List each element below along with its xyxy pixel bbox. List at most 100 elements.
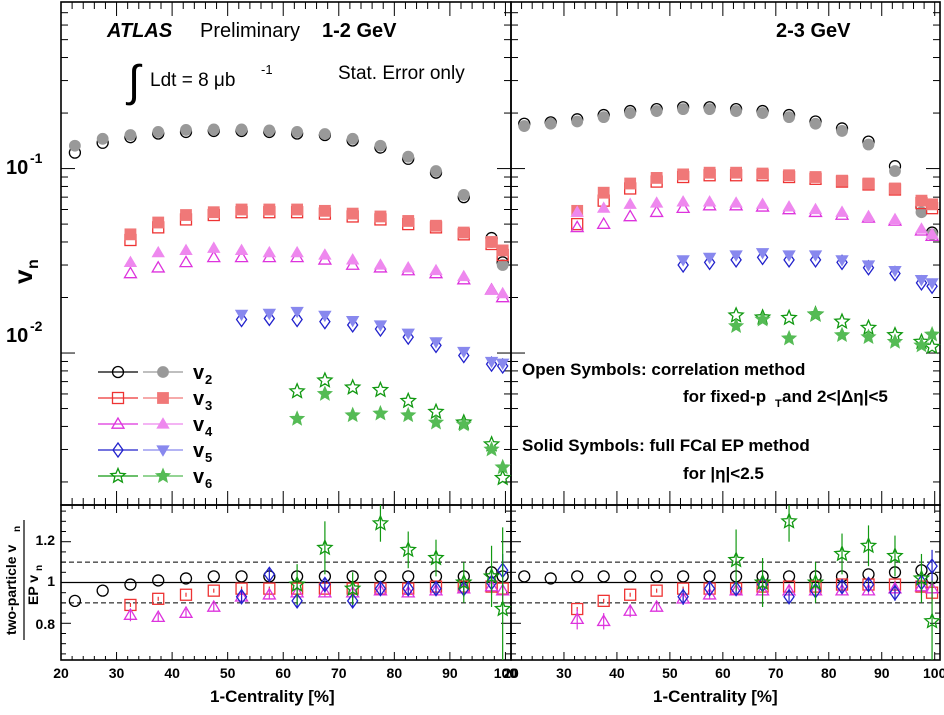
point-v2-fcal-ep [457, 188, 470, 201]
axis-ticks [60, 1, 940, 660]
series-v3-fcal-ep [124, 203, 509, 257]
point-v2-fcal-ep [374, 139, 387, 152]
point-v3-fcal-ep [783, 169, 795, 182]
point-v2-fcal-ep [207, 123, 220, 136]
ratio-ylabel-den: EP v [25, 575, 41, 605]
ratio-point-v5 [319, 576, 331, 593]
experiment-label: ATLAS [106, 20, 173, 42]
point-v2-fcal-ep [68, 139, 81, 152]
annotation-eta: for |η|<2.5 [683, 464, 764, 483]
ratio-point-v5 [677, 588, 689, 605]
ratio-point-v2 [650, 570, 663, 583]
point-v2-fcal-ep [703, 103, 716, 116]
point-v5-fcal-ep [495, 358, 510, 371]
ratio-point-v2 [96, 584, 109, 597]
point-v4-fcal-ep [808, 202, 823, 215]
point-v6-correlation [493, 468, 512, 486]
point-v5-fcal-ep [702, 252, 717, 265]
point-v2-fcal-ep [402, 150, 415, 163]
ratio-ylabel-num-sub: n [12, 526, 23, 532]
point-v2-fcal-ep [96, 132, 109, 145]
point-v3-fcal-ep [836, 174, 848, 187]
xtick-label: 80 [387, 665, 403, 681]
ratio-point-v2 [544, 572, 557, 585]
point-v4-fcal-ep [123, 255, 138, 267]
point-v6-fcal-ep [483, 440, 500, 457]
point-v6-fcal-ep [923, 325, 941, 342]
ytick-exp-0.01: -2 [30, 318, 43, 334]
point-v6-correlation [343, 378, 362, 395]
ytick-label-0.01: 10 [6, 325, 28, 347]
legend-label: v [193, 362, 205, 384]
ratio-series-v4 [570, 578, 940, 630]
point-v5-fcal-ep [484, 356, 499, 369]
point-v5-correlation [756, 249, 769, 266]
point-v2-fcal-ep [124, 129, 137, 141]
point-v2-fcal-ep [730, 105, 742, 117]
point-v5-fcal-ep [888, 265, 902, 278]
integral-sign: ∫ [125, 57, 143, 106]
xlabel-right: 1-Centrality [%] [653, 687, 778, 706]
point-v3-fcal-ep [291, 203, 304, 216]
annotation-solid-symbols: Solid Symbols: full FCal EP method [522, 436, 810, 455]
ratio-series-v3 [571, 578, 939, 616]
series-v6-correlation [727, 305, 941, 355]
point-v4-fcal-ep [729, 196, 743, 208]
xtick-label: 50 [220, 665, 236, 681]
ratio-point-v3 [179, 588, 193, 601]
point-v3-fcal-ep [677, 168, 690, 181]
point-v6-correlation [316, 371, 334, 388]
xtick-label: 100 [923, 665, 944, 681]
point-v2-fcal-ep [291, 126, 304, 138]
ratio-point-v4 [649, 599, 664, 612]
point-v6-correlation [833, 312, 851, 330]
point-v5-correlation [263, 310, 276, 327]
point-v3-fcal-ep [889, 182, 901, 195]
point-v4-fcal-ep [649, 196, 664, 208]
ytick-exp-0.1: -1 [30, 150, 43, 166]
panel-title-right: 2-3 GeV [776, 20, 851, 42]
series-v5-fcal-ep [234, 306, 510, 371]
panel-frames [60, 1, 941, 661]
point-v3-fcal-ep [430, 219, 442, 232]
point-v2-fcal-ep [496, 259, 509, 271]
frame-top-right [510, 1, 941, 506]
point-v5-fcal-ep [755, 248, 770, 260]
annotation-fixed-pt-sub: T [775, 398, 782, 410]
point-v4-fcal-ep [702, 195, 717, 207]
point-v6-fcal-ep [860, 328, 877, 345]
legend-marker-solid [157, 366, 169, 378]
ratio-point-v5 [926, 558, 938, 575]
ratio-point-v5 [836, 578, 848, 595]
ratio-point-v2 [68, 594, 82, 608]
ratio-point-v6 [859, 536, 878, 554]
point-v5-fcal-ep [345, 315, 360, 328]
point-v3-fcal-ep [650, 172, 663, 184]
legend-marker-open [110, 416, 126, 429]
point-v2-fcal-ep [597, 111, 610, 124]
point-v6-correlation [371, 380, 390, 398]
ratio-point-v2 [597, 570, 610, 583]
ratio-point-v5 [346, 592, 359, 609]
point-v5-correlation [457, 347, 470, 364]
point-v4-fcal-ep [596, 201, 611, 213]
ratio-series-v6 [288, 505, 512, 660]
ratio-ytick-0.8: 0.8 [36, 616, 56, 632]
point-v2-fcal-ep [756, 107, 769, 119]
point-v3-fcal-ep [180, 209, 192, 221]
point-v3-fcal-ep [926, 198, 938, 211]
point-v6-fcal-ep [372, 404, 389, 421]
point-v5-fcal-ep [290, 306, 304, 319]
point-v5-correlation [346, 316, 359, 334]
point-v4-correlation [178, 255, 194, 268]
series-v6-fcal-ep [288, 385, 511, 475]
point-v4-correlation [649, 204, 664, 218]
point-v2-fcal-ep [809, 117, 822, 130]
point-v2-fcal-ep [346, 132, 359, 145]
point-v4-correlation [570, 220, 585, 233]
point-v5-fcal-ep [914, 275, 929, 287]
ratio-point-v6 [886, 546, 904, 564]
point-v4-correlation [675, 200, 691, 214]
